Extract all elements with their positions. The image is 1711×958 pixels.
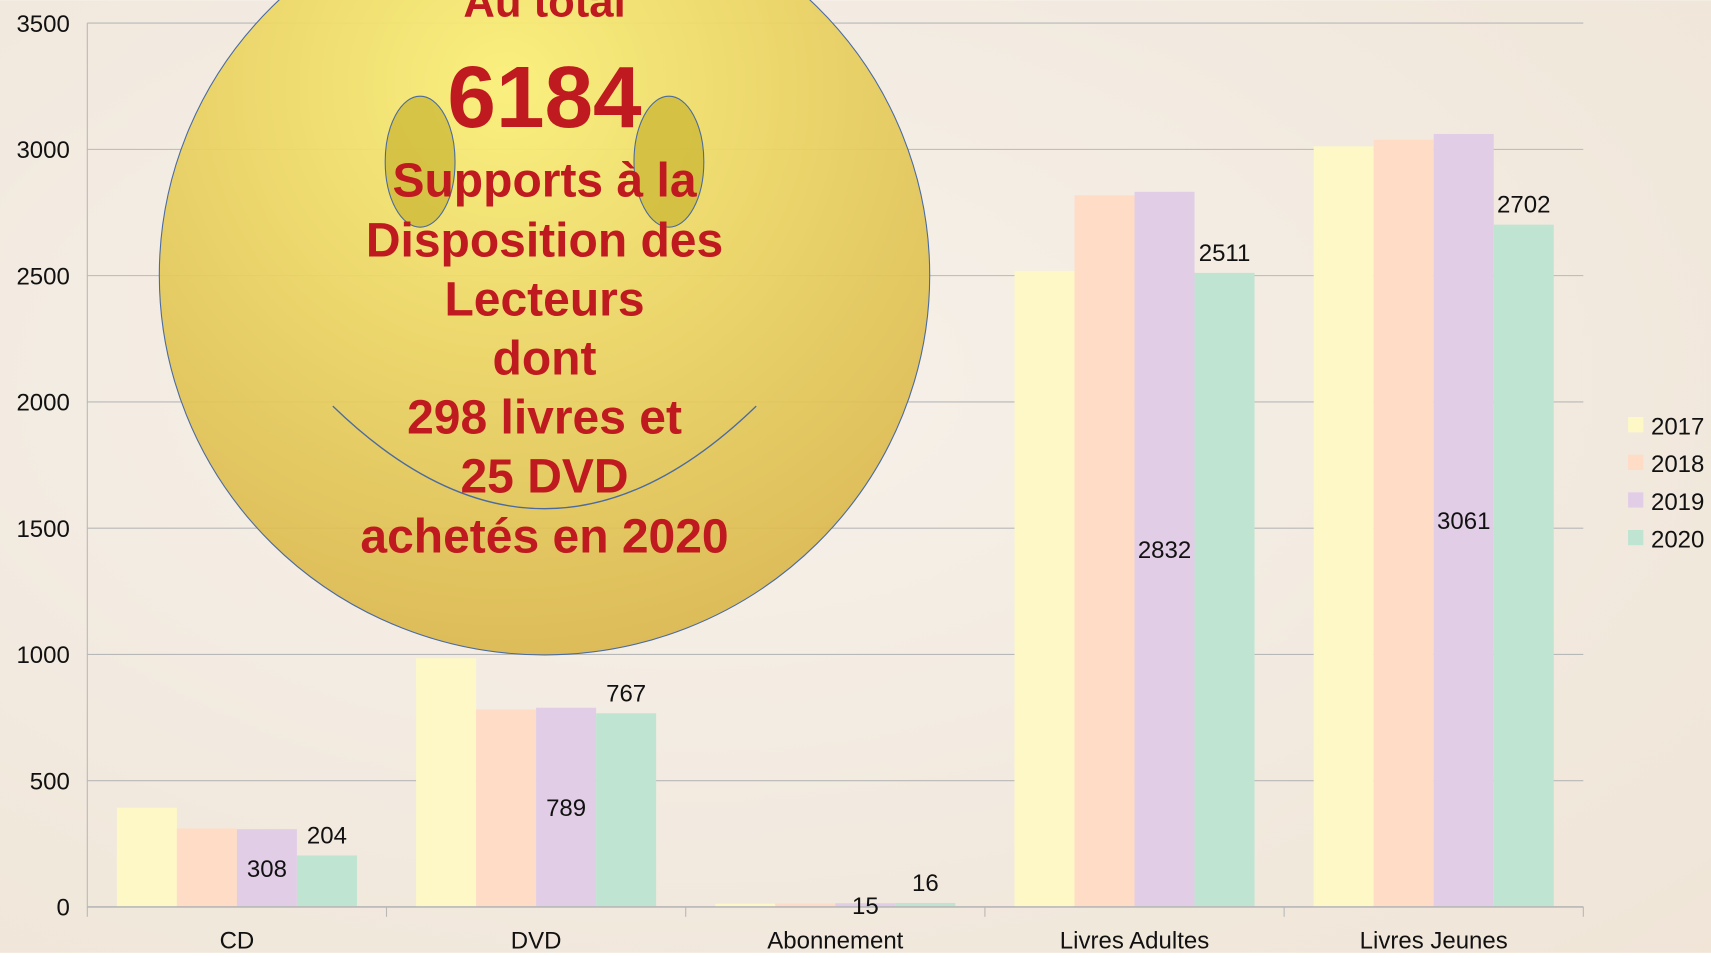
bar: [1195, 273, 1255, 907]
y-tick-label: 2500: [16, 263, 69, 290]
legend-swatch: [1628, 417, 1643, 432]
bar: [1075, 195, 1135, 907]
annotation-text: Au total: [463, 0, 625, 27]
bar: [117, 808, 177, 907]
data-label: 767: [606, 680, 646, 707]
data-label: 16: [912, 870, 939, 897]
y-tick-label: 2000: [16, 390, 69, 417]
bar: [297, 855, 357, 907]
bar: [416, 658, 476, 907]
legend-swatch: [1628, 530, 1643, 545]
data-label: 2511: [1199, 240, 1251, 267]
y-tick-label: 0: [56, 895, 69, 922]
annotation-text: 298 livres et: [407, 391, 682, 444]
y-tick-label: 3000: [16, 137, 69, 164]
annotation-text: Supports à la: [392, 155, 696, 208]
bar: [596, 713, 656, 907]
legend-swatch: [1628, 492, 1643, 507]
bar: [177, 828, 237, 907]
annotation-text: dont: [493, 332, 597, 385]
annotation-text: Lecteurs: [444, 274, 644, 327]
bar: [1314, 146, 1374, 907]
x-tick-label: Livres Adultes: [1060, 927, 1209, 953]
data-label: 15: [852, 893, 879, 920]
legend-label: 2019: [1651, 489, 1704, 516]
y-tick-label: 3500: [16, 11, 69, 38]
x-tick-label: Livres Jeunes: [1360, 927, 1508, 953]
x-tick-label: CD: [220, 927, 255, 953]
legend-label: 2020: [1651, 526, 1704, 553]
data-label: 789: [546, 795, 586, 822]
data-label: 3061: [1437, 508, 1490, 535]
y-tick-label: 1500: [16, 516, 69, 543]
bar: [1014, 271, 1074, 907]
page: {"chart_data": {"type": "bar", "categori…: [0, 0, 1711, 953]
data-label: 308: [247, 856, 287, 883]
legend-label: 2017: [1651, 413, 1704, 440]
bar: [1494, 225, 1554, 907]
chart: 0 500 1000 1500 2000 2500 3000 3500 CD DVD Abonnem…: [0, 0, 1711, 953]
legend-swatch: [1628, 455, 1643, 470]
y-tick-label: 500: [30, 768, 70, 795]
annotation-text: 25 DVD: [460, 450, 628, 503]
x-tick-label: Abonnement: [767, 927, 903, 953]
x-tick-label: DVD: [511, 927, 562, 953]
data-label: 2702: [1497, 192, 1550, 219]
bar: [1374, 140, 1434, 907]
annotation-text: 6184: [447, 49, 642, 146]
data-label: 204: [307, 822, 347, 849]
legend-label: 2018: [1651, 451, 1704, 478]
annotation-text: achetés en 2020: [360, 510, 728, 563]
data-label: 2832: [1138, 537, 1191, 564]
annotation-text: Disposition des: [366, 215, 723, 268]
y-tick-label: 1000: [16, 642, 69, 669]
bar: [476, 709, 536, 906]
